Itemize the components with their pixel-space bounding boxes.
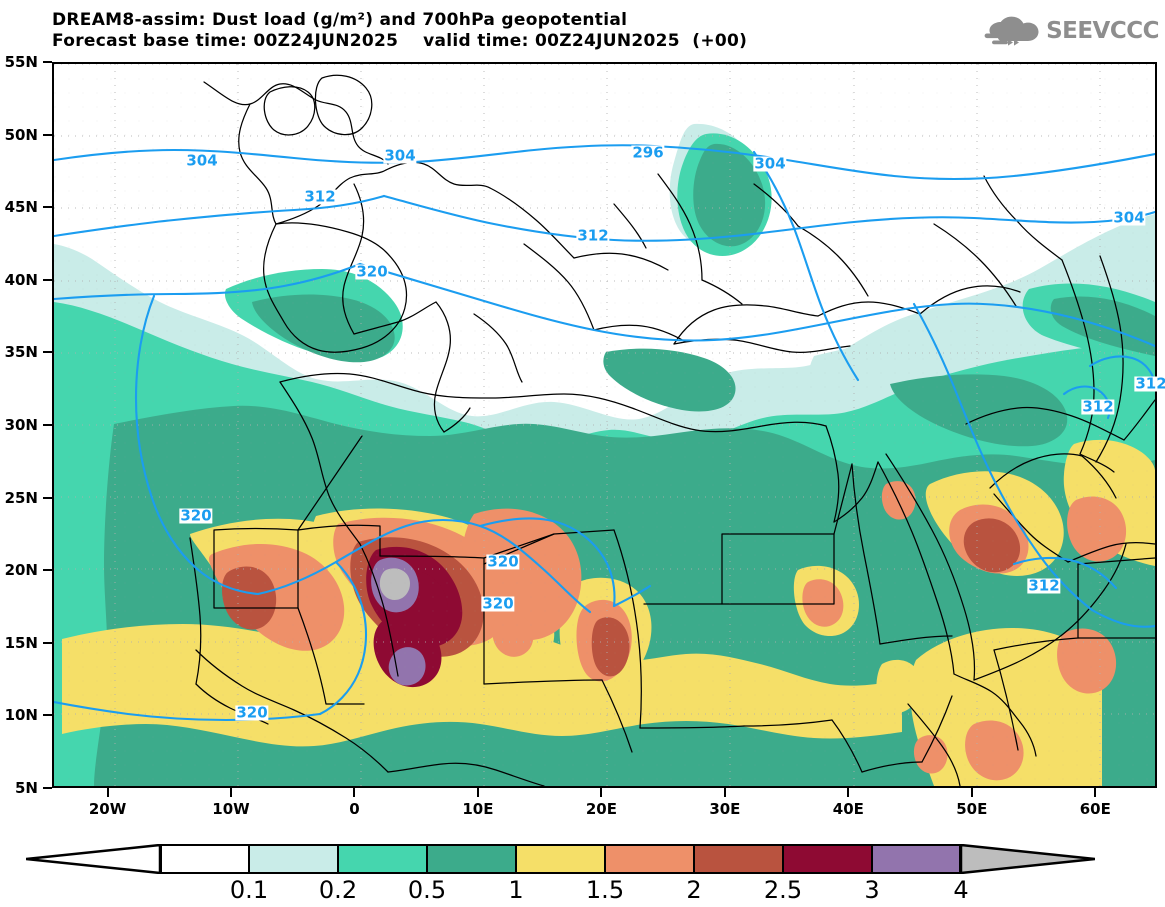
x-axis-tick (600, 788, 603, 797)
colorbar-tick-label: 3 (864, 876, 880, 904)
colorbar-tick-label: 0.2 (318, 876, 358, 904)
y-axis-label: 15N (4, 633, 38, 652)
contour-label: 320 (179, 506, 213, 525)
contour-label: 320 (486, 552, 520, 571)
colorbar-swatch (605, 844, 694, 874)
x-axis-label: 10E (462, 800, 494, 818)
forecast-time-line: Forecast base time: 00Z24JUN2025 valid t… (52, 31, 748, 51)
cloud-wind-icon (984, 16, 1039, 46)
colorbar-swatch (249, 844, 338, 874)
x-axis-tick (1094, 788, 1097, 797)
contour-label: 304 (383, 146, 417, 165)
y-axis-tick (43, 424, 52, 426)
x-axis-label: 40E (832, 800, 864, 818)
contour-label: 304 (1112, 208, 1146, 227)
y-axis-label: 20N (4, 561, 38, 580)
y-axis-tick (43, 569, 52, 572)
colorbar-swatch (783, 844, 872, 874)
y-axis-tick (43, 714, 52, 717)
page-title: DREAM8-assim: Dust load (g/m²) and 700hP… (52, 10, 628, 30)
dust-load-contour-fill (54, 64, 1155, 786)
colorbar-tick-label: 2.5 (763, 876, 803, 904)
x-axis-tick (847, 788, 850, 797)
colorbar-tick-label: 4 (953, 876, 969, 904)
contour-label: 312 (1081, 397, 1115, 416)
y-axis-tick (43, 351, 52, 354)
colorbar-tick-labels: 0.1 0.2 0.5 1 1.5 2 2.5 3 4 (0, 876, 1165, 906)
y-axis-tick (43, 61, 52, 63)
x-axis-tick (476, 788, 479, 797)
x-axis-label: 20W (88, 800, 127, 818)
contour-label: 312 (1134, 376, 1165, 392)
y-axis-tick (43, 133, 52, 136)
colorbar-swatch (338, 844, 427, 874)
colorbar-tick-label: 0.1 (229, 876, 269, 904)
colorbar-tick-label: 1 (508, 876, 524, 904)
seevccc-logo: SEEVCCC (984, 14, 1159, 48)
x-axis-label: 20E (585, 800, 617, 818)
x-axis-label: 0 (349, 800, 360, 818)
contour-label: 304 (753, 154, 787, 173)
colorbar-tick-label: 1.5 (585, 876, 625, 904)
contour-label: 312 (576, 226, 610, 245)
colorbar-tick-label: 2 (686, 876, 702, 904)
y-axis-label: 40N (4, 270, 38, 289)
colorbar-swatch (516, 844, 605, 874)
x-axis-tick (230, 788, 233, 797)
x-axis-label: 60E (1079, 800, 1111, 818)
contour-label: 320 (481, 594, 515, 613)
map-plot-area (52, 62, 1157, 788)
colorbar-swatch (160, 844, 249, 874)
y-axis-label: 5N (15, 779, 38, 797)
contour-label: 304 (185, 151, 219, 170)
colorbar-swatch (694, 844, 783, 874)
colorbar-swatch (427, 844, 516, 874)
colorbar-swatch (872, 844, 961, 874)
y-axis-label: 55N (4, 53, 38, 71)
x-axis-label: 30E (709, 800, 741, 818)
y-axis-label: 10N (4, 706, 38, 725)
contour-label: 312 (1027, 576, 1061, 595)
y-axis-label: 30N (4, 416, 38, 434)
contour-label: 320 (235, 703, 269, 722)
y-axis-label: 35N (4, 343, 38, 362)
y-axis-label: 45N (4, 198, 38, 217)
map-header: DREAM8-assim: Dust load (g/m²) and 700hP… (0, 0, 1165, 58)
axis-layer: 55N 50N 45N 40N 35N 30N 25N 20N 15N 10N 5N 20W 10W 0 1… (5, 53, 1157, 818)
y-axis-tick (43, 787, 52, 789)
x-axis-label: 50E (956, 800, 988, 818)
x-axis-tick (106, 788, 109, 797)
colorbar-under-arrow (26, 844, 162, 874)
x-axis-label: 10W (212, 800, 250, 818)
map-canvas (54, 64, 1155, 786)
y-axis-tick (43, 206, 52, 209)
y-axis-tick (43, 496, 52, 499)
colorbar-tick-label: 0.5 (407, 876, 447, 904)
colorbar-swatches (160, 844, 961, 874)
contour-label: 320 (355, 262, 389, 281)
y-axis-label: 25N (4, 488, 38, 507)
colorbar-over-arrow (959, 844, 1095, 874)
x-axis-tick (353, 788, 356, 797)
y-axis-label: 50N (4, 125, 38, 144)
y-axis-tick (43, 278, 52, 281)
contour-label: 296 (631, 143, 665, 162)
contour-label: 312 (303, 187, 337, 206)
colorbar: 0.1 0.2 0.5 1 1.5 2 2.5 3 4 (0, 838, 1165, 907)
x-axis-tick (723, 788, 726, 797)
x-axis-tick (970, 788, 973, 797)
title-block: DREAM8-assim: Dust load (g/m²) and 700hP… (52, 10, 747, 52)
logo-text: SEEVCCC (1046, 18, 1159, 44)
y-axis-tick (43, 641, 52, 644)
